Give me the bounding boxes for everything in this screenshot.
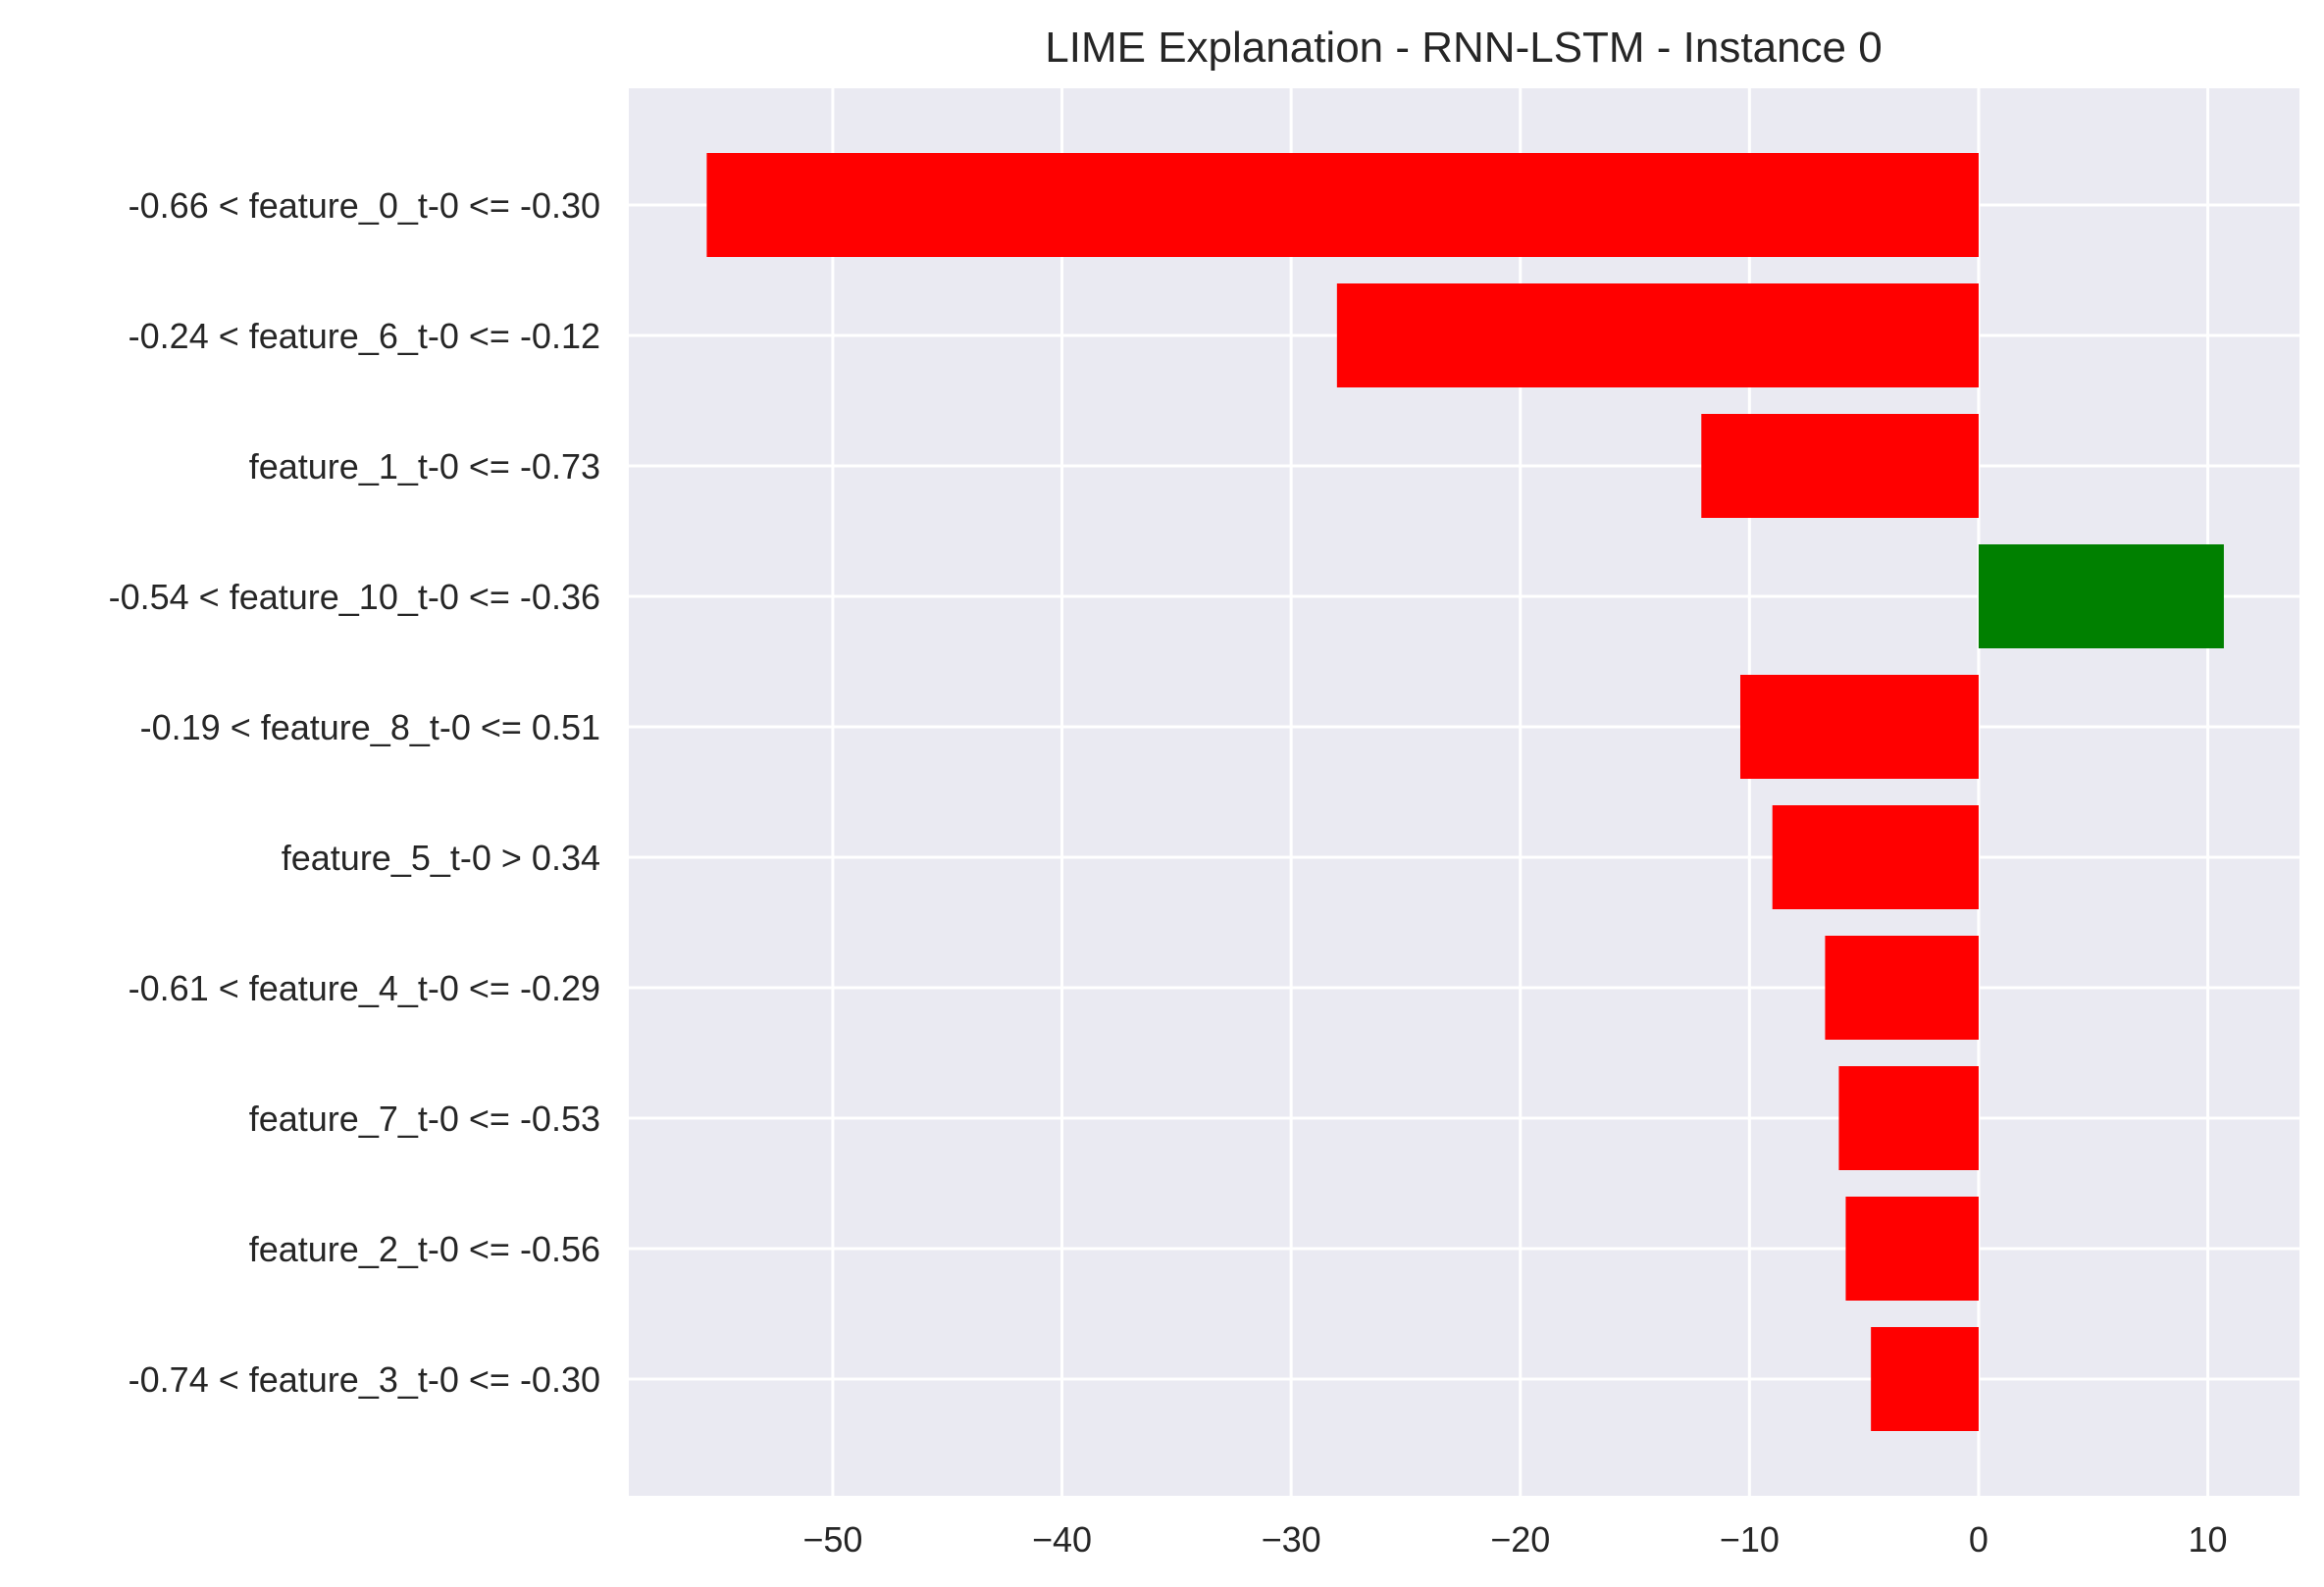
bar (1845, 1197, 1979, 1301)
bar (1701, 414, 1979, 518)
bar (1739, 675, 1979, 779)
y-tick-labels: -0.66 < feature_0_t-0 <= -0.30 -0.24 < fe… (109, 185, 600, 1400)
y-tick-label: -0.66 < feature_0_t-0 <= -0.30 (129, 185, 600, 226)
y-tick-label: -0.24 < feature_6_t-0 <= -0.12 (129, 316, 600, 356)
y-tick-label: feature_5_t-0 > 0.34 (282, 838, 600, 878)
bar (1871, 1327, 1979, 1431)
y-tick-label: feature_2_t-0 <= -0.56 (249, 1229, 600, 1269)
y-tick-label: -0.61 < feature_4_t-0 <= -0.29 (129, 968, 600, 1008)
x-tick-label: −30 (1262, 1519, 1321, 1560)
x-tick-label: −40 (1032, 1519, 1092, 1560)
y-tick-label: feature_1_t-0 <= -0.73 (249, 446, 600, 486)
x-tick-label: 0 (1969, 1519, 1988, 1560)
x-tick-labels: −50 −40 −30 −20 −10 0 10 (802, 1519, 2227, 1560)
bar (1336, 283, 1979, 387)
x-tick-label: −50 (802, 1519, 862, 1560)
bar (1825, 936, 1979, 1040)
x-tick-label: −20 (1490, 1519, 1550, 1560)
y-tick-label: -0.74 < feature_3_t-0 <= -0.30 (129, 1359, 600, 1400)
x-tick-label: −10 (1720, 1519, 1780, 1560)
y-tick-label: -0.54 < feature_10_t-0 <= -0.36 (109, 577, 600, 617)
bars (706, 153, 2224, 1431)
y-tick-label: feature_7_t-0 <= -0.53 (249, 1099, 600, 1139)
bar (1838, 1066, 1979, 1170)
chart-title: LIME Explanation - RNN-LSTM - Instance 0 (1045, 24, 1882, 72)
y-tick-label: -0.19 < feature_8_t-0 <= 0.51 (140, 707, 600, 747)
bar (706, 153, 1979, 257)
x-tick-label: 10 (2189, 1519, 2228, 1560)
bar (1772, 805, 1979, 909)
bar (1978, 544, 2224, 648)
